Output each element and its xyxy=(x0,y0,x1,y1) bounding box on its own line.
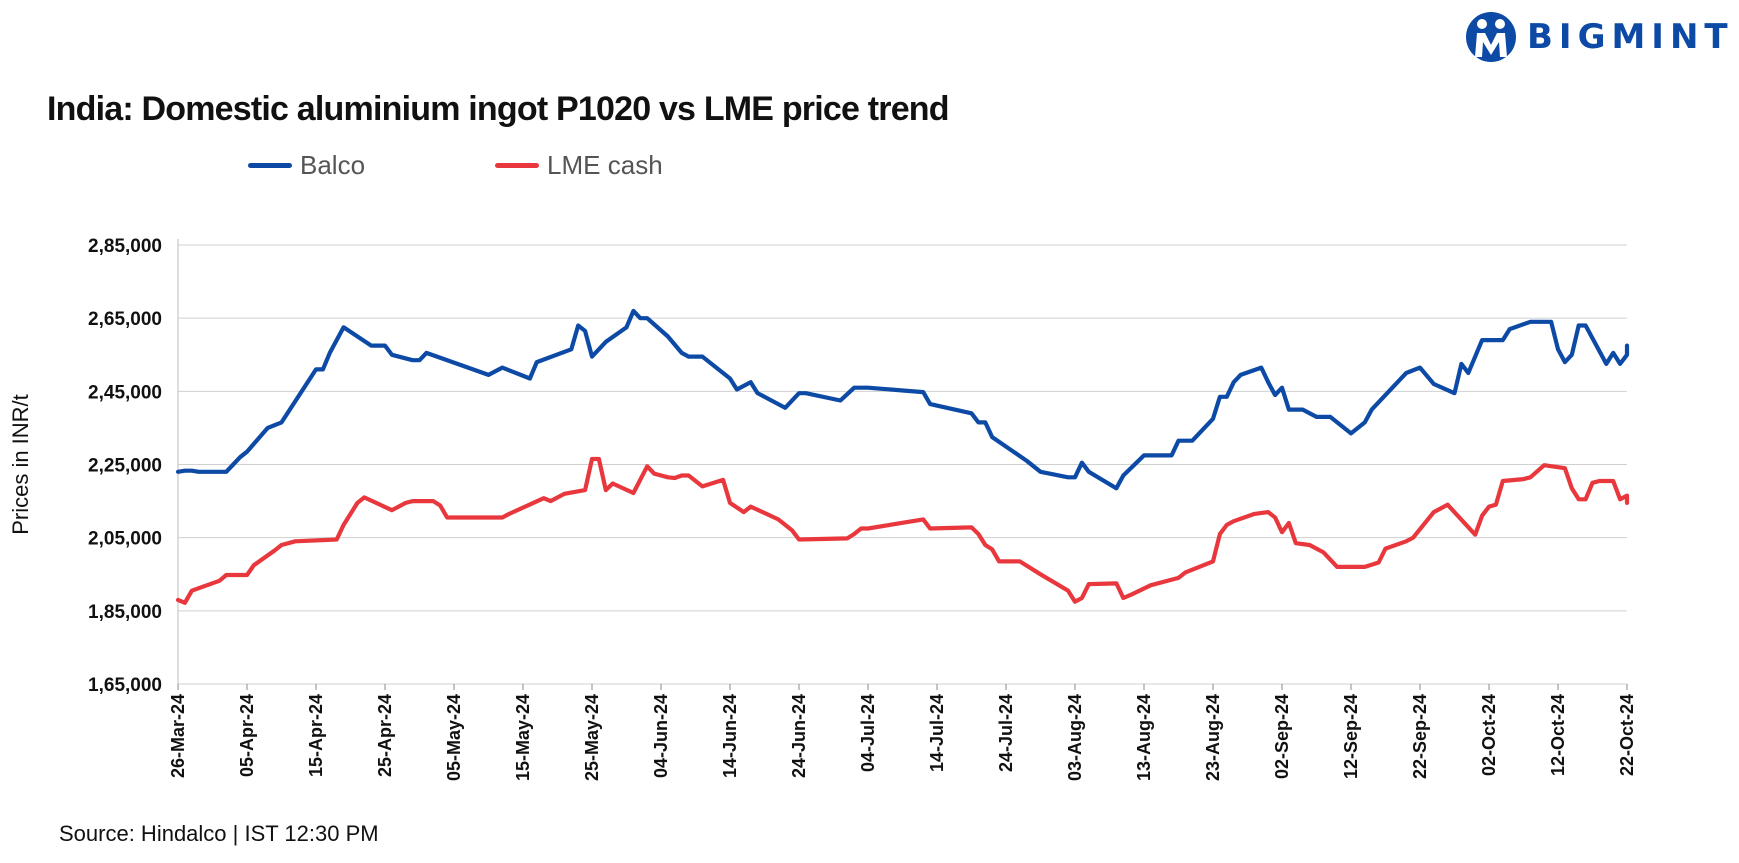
legend-item-balco: Balco xyxy=(248,150,365,181)
x-tick-label: 22-Oct-24 xyxy=(1617,694,1637,776)
chart-title: India: Domestic aluminium ingot P1020 vs… xyxy=(47,90,950,128)
legend-label-balco: Balco xyxy=(300,150,366,180)
y-tick-label: 2,65,000 xyxy=(88,309,162,330)
y-tick-label: 1,65,000 xyxy=(88,675,162,696)
x-tick-label: 25-Apr-24 xyxy=(375,694,395,777)
y-tick-label: 2,25,000 xyxy=(88,456,162,477)
x-tick-label: 03-Aug-24 xyxy=(1065,694,1085,781)
legend-swatch-lme-cash xyxy=(495,163,540,168)
series-line-balco xyxy=(175,308,1630,491)
x-tick-label: 12-Sep-24 xyxy=(1341,694,1361,779)
brand-name: BIGMINT xyxy=(1527,17,1734,57)
x-tick-label: 26-Mar-24 xyxy=(168,694,188,778)
y-tick-label: 2,45,000 xyxy=(88,382,162,403)
x-tick-label: 15-May-24 xyxy=(513,694,533,781)
source-note: Source: Hindalco | IST 12:30 PM xyxy=(59,821,379,846)
legend-item-lme-cash: LME cash xyxy=(495,150,663,181)
x-tick-label: 24-Jun-24 xyxy=(789,694,809,778)
x-tick-label: 13-Aug-24 xyxy=(1134,694,1154,781)
legend-swatch-balco xyxy=(248,163,292,168)
x-tick-label: 04-Jun-24 xyxy=(651,694,671,778)
legend-label-lme-cash: LME cash xyxy=(547,150,663,180)
chart-legend: Balco LME cash xyxy=(248,150,793,181)
x-tick-label: 23-Aug-24 xyxy=(1203,694,1223,781)
x-tick-label: 14-Jul-24 xyxy=(927,694,947,772)
x-tick-label: 04-Jul-24 xyxy=(858,694,878,772)
x-tick-label: 14-Jun-24 xyxy=(720,694,740,778)
x-tick-label: 02-Sep-24 xyxy=(1272,694,1292,779)
series-line-lme-cash xyxy=(175,456,1630,605)
x-tick-label: 15-Apr-24 xyxy=(306,694,326,777)
brand-logo: BIGMINT xyxy=(1465,8,1734,66)
x-tick-label: 25-May-24 xyxy=(582,694,602,781)
y-tick-label: 2,85,000 xyxy=(88,236,162,257)
x-tick-label: 12-Oct-24 xyxy=(1548,694,1568,776)
x-tick-label: 24-Jul-24 xyxy=(996,694,1016,772)
y-tick-label: 1,85,000 xyxy=(88,602,162,623)
bigmint-logo-icon xyxy=(1466,12,1516,62)
line-chart: 1,65,000 1,85,000 2,05,000 2,25,000 2,45,000… xyxy=(8,236,1637,781)
y-tick-label: 2,05,000 xyxy=(88,529,162,550)
x-tick-label: 02-Oct-24 xyxy=(1479,694,1499,776)
x-tick-label: 22-Sep-24 xyxy=(1410,694,1430,779)
y-axis-title: Prices in INR/t xyxy=(8,394,33,535)
x-tick-label: 05-Apr-24 xyxy=(237,694,257,777)
x-tick-label: 05-May-24 xyxy=(444,694,464,781)
